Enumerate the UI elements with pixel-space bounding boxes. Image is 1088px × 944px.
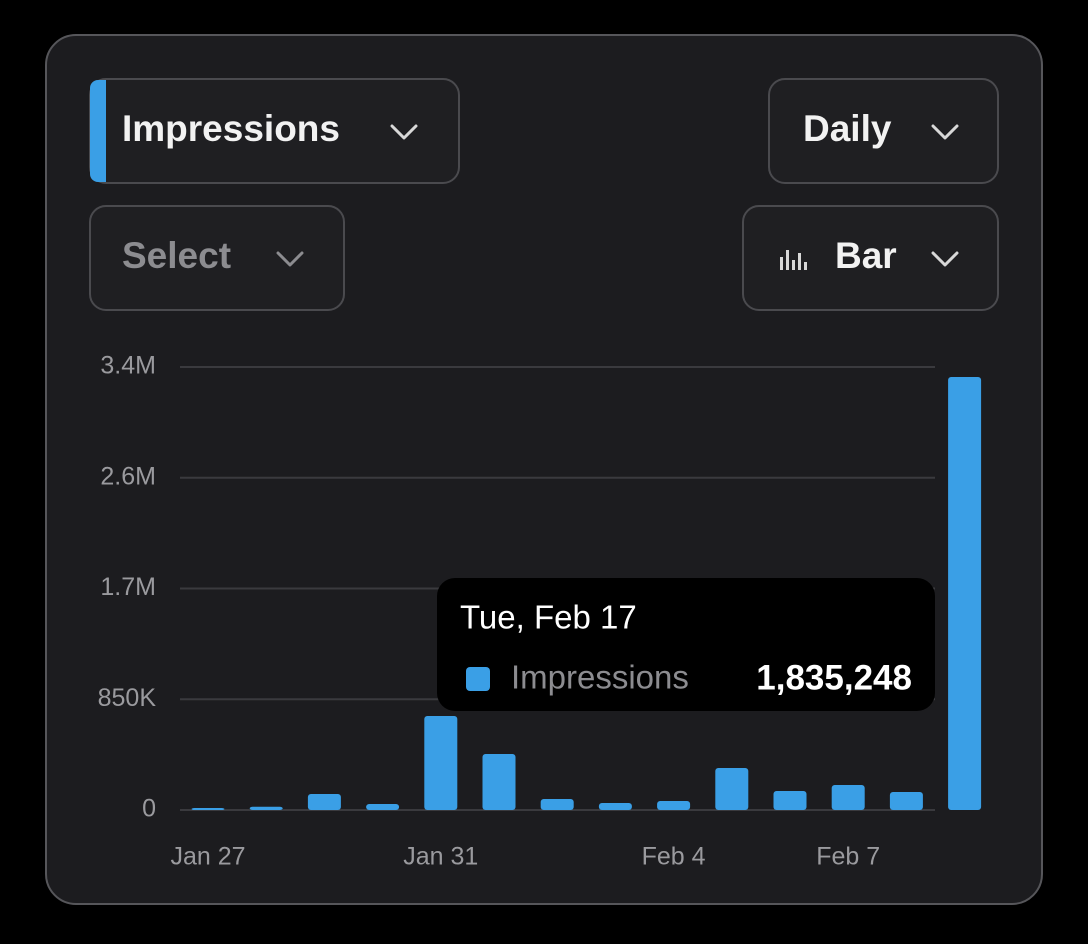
x-tick-label: Jan 31 <box>403 843 478 871</box>
bar <box>424 716 458 810</box>
x-tick-label: Feb 7 <box>816 843 880 871</box>
bar <box>831 784 865 810</box>
compare-dropdown[interactable]: Select <box>89 205 345 311</box>
y-tick-label: 0 <box>142 795 156 823</box>
dropdown-label: Bar <box>835 235 897 276</box>
bar <box>598 802 632 810</box>
bar <box>249 806 283 810</box>
x-tick-label: Feb 4 <box>642 843 706 871</box>
bar <box>948 377 982 810</box>
tooltip-date: Tue, Feb 17 <box>460 599 637 636</box>
bar <box>657 801 691 810</box>
plot: 0 850K 1.7M 2.6M 3.4M Jan 27 Jan 31 Feb 4 Feb 7 <box>98 352 982 871</box>
bar <box>715 768 749 810</box>
metric-dropdown[interactable]: Impressions <box>89 78 460 184</box>
tooltip-value: 1,835,248 <box>756 658 912 697</box>
bar <box>366 804 400 810</box>
tooltip: Tue, Feb 17 Impressions 1,835,248 <box>437 578 935 711</box>
tooltip-swatch <box>466 667 490 691</box>
y-tick-label: 850K <box>98 684 157 712</box>
bar-icon <box>780 250 807 270</box>
x-tick-label: Jan 27 <box>170 843 245 871</box>
y-tick-label: 2.6M <box>100 462 156 490</box>
dropdown-label: Impressions <box>122 108 340 149</box>
y-tick-label: 1.7M <box>100 573 156 601</box>
bar <box>773 790 807 810</box>
bar <box>307 793 341 810</box>
tooltip-box <box>437 578 935 711</box>
bar <box>540 799 574 810</box>
bar <box>889 792 923 810</box>
tooltip-series: Impressions <box>511 659 689 696</box>
dropdown-label: Daily <box>803 108 892 149</box>
bar <box>191 808 225 810</box>
interval-dropdown[interactable]: Daily <box>768 78 999 184</box>
y-tick-label: 3.4M <box>100 352 156 380</box>
bar <box>482 753 516 810</box>
dropdown-label: Select <box>122 235 231 276</box>
chart-style-dropdown[interactable]: Bar <box>742 205 999 311</box>
